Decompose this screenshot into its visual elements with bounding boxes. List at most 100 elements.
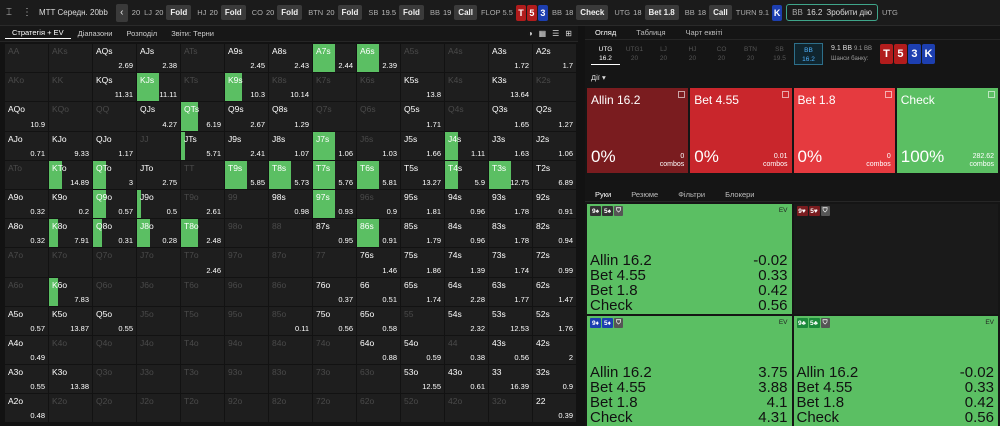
- seat-action-button[interactable]: Check: [576, 5, 609, 20]
- tab-blockers[interactable]: Блокери: [725, 190, 755, 199]
- hand-cell[interactable]: Q3s 1.65: [489, 102, 533, 132]
- hand-cell[interactable]: 94s 0.96: [445, 189, 489, 220]
- seat-utg[interactable]: UTG 16.2: [591, 43, 620, 65]
- hand-cell[interactable]: T5s 13.27: [401, 160, 445, 190]
- hand-cell[interactable]: Q9s 2.67: [225, 102, 269, 132]
- hand-cell[interactable]: 43o 0.61: [445, 365, 489, 395]
- hand-cell[interactable]: KTo 14.89: [49, 160, 93, 190]
- hand-cell[interactable]: A5o 0.57: [5, 306, 49, 336]
- hand-cell[interactable]: 72s 0.99: [533, 248, 577, 278]
- combo-card[interactable]: 9♣ 5♣ ⛉ EV Allin 16.2 -0.02 Bet 4.55 0.33 Bet 1.…: [793, 316, 998, 426]
- hand-cell[interactable]: T3s 12.75: [489, 160, 533, 190]
- hand-cell[interactable]: A6s 2.39: [357, 44, 401, 74]
- seat-action-button[interactable]: Fold: [277, 5, 303, 20]
- hand-cell[interactable]: QTo 3: [93, 160, 137, 190]
- hand-cell[interactable]: 32s 0.9: [533, 365, 577, 395]
- hand-cell[interactable]: 77: [313, 248, 357, 278]
- more-icon[interactable]: ⋮: [22, 7, 32, 18]
- hand-cell[interactable]: 84o: [269, 335, 313, 366]
- seat-action-button[interactable]: Fold: [220, 5, 246, 20]
- hand-cell[interactable]: A8s 2.43: [269, 44, 313, 74]
- hand-cell[interactable]: 86s 0.91: [357, 219, 401, 249]
- hand-cell[interactable]: J4o: [137, 335, 181, 366]
- back-chevron-icon[interactable]: ‹: [115, 3, 128, 22]
- hand-cell[interactable]: J4s 1.11: [445, 131, 489, 161]
- hand-cell[interactable]: T4o: [181, 335, 225, 366]
- hand-cell[interactable]: A9o 0.32: [5, 189, 49, 220]
- hand-cell[interactable]: Q2s 1.27: [533, 102, 577, 132]
- hand-cell[interactable]: A2s 1.7: [533, 44, 577, 74]
- hand-cell[interactable]: 52s 1.76: [533, 306, 577, 336]
- hand-cell[interactable]: 93s 1.78: [489, 189, 533, 220]
- seat-action-button[interactable]: Call: [709, 5, 732, 20]
- hand-cell[interactable]: T6o: [181, 277, 225, 307]
- hand-cell[interactable]: 63o: [357, 365, 401, 395]
- hand-cell[interactable]: 74s 1.39: [445, 248, 489, 278]
- hand-cell[interactable]: A9s 2.45: [225, 44, 269, 74]
- hand-cell[interactable]: Q4o: [93, 335, 137, 366]
- expand-icon[interactable]: [781, 91, 789, 98]
- hand-cell[interactable]: TT: [181, 160, 225, 190]
- hand-cell[interactable]: 82o: [269, 394, 313, 424]
- hand-cell[interactable]: 96s 0.9: [357, 189, 401, 220]
- hand-cell[interactable]: A6o: [5, 277, 49, 307]
- tab-ranges[interactable]: Діапазони: [77, 29, 113, 38]
- hand-cell[interactable]: 65o 0.58: [357, 306, 401, 336]
- hand-cell[interactable]: T4s 5.9: [445, 160, 489, 190]
- combo-card[interactable]: 9♦ 5♦ ⛉ EV Allin 16.2 3.75 Bet 4.55 3.88 Bet 1.8…: [587, 316, 792, 426]
- expand-icon[interactable]: [884, 91, 892, 98]
- hand-cell[interactable]: Q6s: [357, 102, 401, 132]
- seat-action-button[interactable]: Fold: [337, 5, 363, 20]
- hand-cell[interactable]: A5s: [401, 44, 445, 74]
- hand-cell[interactable]: T8o 2.48: [181, 219, 225, 249]
- hand-cell[interactable]: T7s 5.76: [313, 160, 357, 190]
- combo-card[interactable]: 9♠ 5♠ ⛉ EV Allin 16.2 -0.02 Bet 4.55 0.33 Bet 1.…: [587, 204, 792, 314]
- hand-cell[interactable]: JJ: [137, 131, 181, 161]
- hand-cell[interactable]: 55: [401, 306, 445, 336]
- hand-cell[interactable]: 99: [225, 189, 269, 220]
- hand-cell[interactable]: J6s 1.03: [357, 131, 401, 161]
- hand-cell[interactable]: 83o: [269, 365, 313, 395]
- hand-cell[interactable]: K4o: [49, 335, 93, 366]
- hand-cell[interactable]: A7s 2.44: [313, 44, 357, 74]
- seat-sb[interactable]: SB 19.5: [765, 43, 794, 65]
- hand-cell[interactable]: AQo 10.9: [5, 102, 49, 132]
- table-icon[interactable]: ⊞: [565, 29, 572, 38]
- sidebar-toggle-icon[interactable]: ⌶: [6, 7, 12, 18]
- hand-cell[interactable]: T2o: [181, 394, 225, 424]
- seat-lj[interactable]: LJ 20: [649, 43, 678, 65]
- hand-cell[interactable]: Q2o: [93, 394, 137, 424]
- sort-icon[interactable]: ◑: [527, 29, 533, 38]
- hand-cell[interactable]: 87s 0.95: [313, 219, 357, 249]
- hand-cell[interactable]: 76o 0.37: [313, 277, 357, 307]
- hand-cell[interactable]: 44 0.38: [445, 335, 489, 366]
- hand-cell[interactable]: Q9o 0.57: [93, 189, 137, 220]
- seat-action-button[interactable]: Fold: [399, 5, 424, 20]
- hand-cell[interactable]: J2s 1.06: [533, 131, 577, 161]
- hand-cell[interactable]: AA: [5, 44, 49, 74]
- hand-cell[interactable]: K2s: [533, 73, 577, 103]
- hand-cell[interactable]: A8o 0.32: [5, 219, 49, 249]
- hand-cell[interactable]: A4s: [445, 44, 489, 74]
- hand-cell[interactable]: T5o: [181, 306, 225, 336]
- hand-cell[interactable]: Q4s: [445, 102, 489, 132]
- hand-cell[interactable]: T8s 5.73: [269, 160, 313, 190]
- hand-cell[interactable]: 54o 0.59: [401, 335, 445, 366]
- hand-cell[interactable]: ATo: [5, 160, 49, 190]
- hand-cell[interactable]: 72o: [313, 394, 357, 424]
- hand-cell[interactable]: J6o: [137, 277, 181, 307]
- hand-cell[interactable]: 83s 1.78: [489, 219, 533, 249]
- hand-cell[interactable]: Q6o: [93, 277, 137, 307]
- hand-cell[interactable]: ATs: [181, 44, 225, 74]
- hand-cell[interactable]: A2o 0.48: [5, 394, 49, 424]
- hand-cell[interactable]: 64o 0.88: [357, 335, 401, 366]
- hand-cell[interactable]: T3o: [181, 365, 225, 395]
- hand-cell[interactable]: 63s 1.77: [489, 277, 533, 307]
- seat-hj[interactable]: HJ 20: [678, 43, 707, 65]
- hand-cell[interactable]: 75o 0.56: [313, 306, 357, 336]
- expand-icon[interactable]: [988, 91, 995, 98]
- actions-dropdown[interactable]: Дії ▾: [591, 73, 606, 82]
- tab-summary[interactable]: Резюме: [631, 190, 659, 199]
- hand-cell[interactable]: 42s 2: [533, 335, 577, 366]
- hand-cell[interactable]: K2o: [49, 394, 93, 424]
